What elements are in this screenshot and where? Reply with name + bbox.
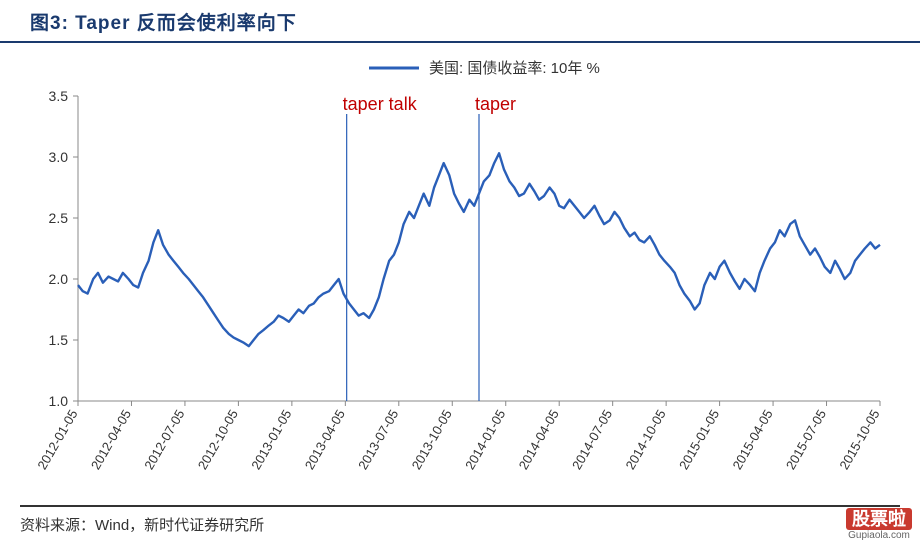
- x-tick-label: 2013-04-05: [302, 407, 348, 472]
- x-tick-label: 2015-04-05: [729, 407, 775, 472]
- annotation-label: taper: [475, 94, 516, 114]
- x-tick-label: 2014-01-05: [462, 407, 508, 472]
- figure-title-bar: 图3: Taper 反而会使利率向下: [0, 0, 920, 43]
- annotation-label: taper talk: [343, 94, 418, 114]
- x-tick-label: 2012-10-05: [195, 407, 241, 472]
- y-tick-label: 1.0: [49, 393, 69, 409]
- x-tick-label: 2013-01-05: [248, 407, 294, 472]
- x-tick-label: 2012-01-05: [34, 407, 80, 472]
- figure-title: 图3: Taper 反而会使利率向下: [30, 13, 297, 34]
- watermark-en: Gupiaola.com: [846, 531, 912, 541]
- x-tick-label: 2014-10-05: [622, 407, 668, 472]
- footer-rule: [20, 505, 900, 507]
- line-chart: 美国: 国债收益率: 10年 % 1.0 1.5 2.0 2.5 3.0 3.5 2012-0…: [30, 48, 890, 491]
- chart-container: 美国: 国债收益率: 10年 % 1.0 1.5 2.0 2.5 3.0 3.5 2012-0…: [30, 48, 890, 491]
- x-tick-label: 2013-10-05: [409, 407, 455, 472]
- x-tick-label: 2015-07-05: [783, 407, 829, 472]
- y-tick-label: 1.5: [49, 332, 69, 348]
- x-tick-label: 2014-07-05: [569, 407, 615, 472]
- x-tick-label: 2014-04-05: [516, 407, 562, 472]
- legend-label: 美国: 国债收益率: 10年 %: [429, 60, 600, 77]
- y-tick-label: 3.0: [49, 149, 69, 165]
- x-tick-label: 2012-04-05: [88, 407, 134, 472]
- y-tick-label: 3.5: [49, 88, 69, 104]
- watermark: 股票啦 Gupiaola.com: [846, 508, 912, 541]
- y-tick-label: 2.5: [49, 210, 69, 226]
- x-tick-label: 2013-07-05: [355, 407, 401, 472]
- footer-source: 资料来源：Wind，新时代证券研究所: [20, 514, 264, 535]
- x-tick-label: 2015-10-05: [836, 407, 882, 472]
- x-tick-label: 2012-07-05: [141, 407, 187, 472]
- x-tick-label: 2015-01-05: [676, 407, 722, 472]
- y-tick-label: 2.0: [49, 271, 69, 287]
- watermark-cn: 股票啦: [846, 508, 912, 530]
